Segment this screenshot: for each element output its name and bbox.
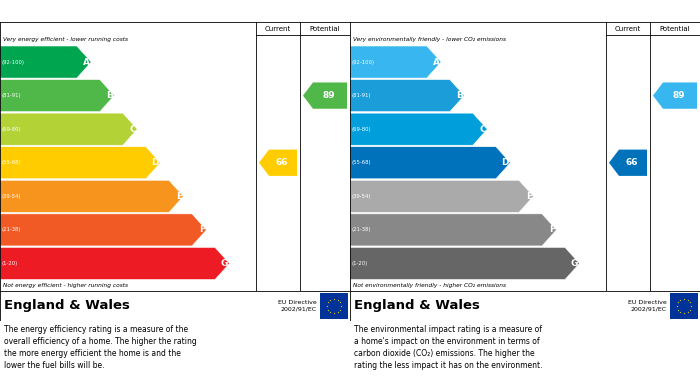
Text: (81-91): (81-91) [2, 93, 22, 98]
Polygon shape [0, 113, 137, 145]
Text: England & Wales: England & Wales [4, 300, 130, 312]
Text: (55-68): (55-68) [2, 160, 22, 165]
Text: Not environmentally friendly - higher CO₂ emissions: Not environmentally friendly - higher CO… [353, 283, 506, 288]
Text: Energy Efficiency Rating: Energy Efficiency Rating [6, 6, 150, 16]
Text: A: A [83, 57, 90, 66]
Polygon shape [0, 80, 114, 112]
Text: B: B [106, 91, 113, 100]
Polygon shape [0, 147, 160, 179]
Polygon shape [350, 248, 580, 280]
Polygon shape [0, 214, 206, 246]
Text: England & Wales: England & Wales [354, 300, 480, 312]
Text: The environmental impact rating is a measure of
a home's impact on the environme: The environmental impact rating is a mea… [354, 325, 542, 370]
Text: F: F [199, 225, 205, 234]
Text: Potential: Potential [659, 25, 690, 32]
Text: (55-68): (55-68) [352, 160, 372, 165]
Polygon shape [0, 180, 183, 212]
Polygon shape [350, 80, 464, 112]
Text: Environmental Impact (CO₂) Rating: Environmental Impact (CO₂) Rating [355, 6, 561, 16]
Text: EU Directive
2002/91/EC: EU Directive 2002/91/EC [629, 300, 667, 312]
Text: Current: Current [615, 25, 641, 32]
Text: 89: 89 [672, 91, 685, 100]
Text: (69-80): (69-80) [2, 127, 22, 132]
Polygon shape [259, 150, 297, 176]
Text: (39-54): (39-54) [352, 194, 372, 199]
Text: Very environmentally friendly - lower CO₂ emissions: Very environmentally friendly - lower CO… [353, 37, 506, 42]
Text: B: B [456, 91, 463, 100]
Text: (69-80): (69-80) [352, 127, 372, 132]
Polygon shape [0, 46, 91, 78]
Text: D: D [151, 158, 159, 167]
Polygon shape [350, 214, 556, 246]
Text: Current: Current [265, 25, 291, 32]
Polygon shape [653, 83, 697, 109]
Text: (1-20): (1-20) [352, 261, 368, 266]
Text: A: A [433, 57, 440, 66]
Text: 66: 66 [275, 158, 288, 167]
Text: C: C [130, 125, 136, 134]
Text: (1-20): (1-20) [2, 261, 18, 266]
Text: (81-91): (81-91) [352, 93, 372, 98]
Text: 66: 66 [625, 158, 638, 167]
Polygon shape [350, 46, 441, 78]
Text: (39-54): (39-54) [2, 194, 22, 199]
Text: F: F [549, 225, 555, 234]
Text: (92-100): (92-100) [352, 59, 375, 65]
Polygon shape [350, 180, 533, 212]
Text: Not energy efficient - higher running costs: Not energy efficient - higher running co… [3, 283, 128, 288]
Polygon shape [350, 147, 510, 179]
Text: G: G [570, 259, 578, 268]
FancyBboxPatch shape [320, 293, 348, 319]
Polygon shape [350, 113, 487, 145]
FancyBboxPatch shape [670, 293, 698, 319]
Text: (21-38): (21-38) [352, 228, 372, 232]
Text: 89: 89 [322, 91, 335, 100]
Text: The energy efficiency rating is a measure of the
overall efficiency of a home. T: The energy efficiency rating is a measur… [4, 325, 197, 370]
Text: E: E [176, 192, 182, 201]
Text: (92-100): (92-100) [2, 59, 25, 65]
Text: (21-38): (21-38) [2, 228, 22, 232]
Text: D: D [501, 158, 509, 167]
Text: C: C [480, 125, 486, 134]
Text: E: E [526, 192, 532, 201]
Text: Very energy efficient - lower running costs: Very energy efficient - lower running co… [3, 37, 128, 42]
Text: G: G [220, 259, 228, 268]
Text: EU Directive
2002/91/EC: EU Directive 2002/91/EC [279, 300, 317, 312]
Polygon shape [303, 83, 347, 109]
Text: Potential: Potential [309, 25, 340, 32]
Polygon shape [609, 150, 647, 176]
Polygon shape [0, 248, 230, 280]
